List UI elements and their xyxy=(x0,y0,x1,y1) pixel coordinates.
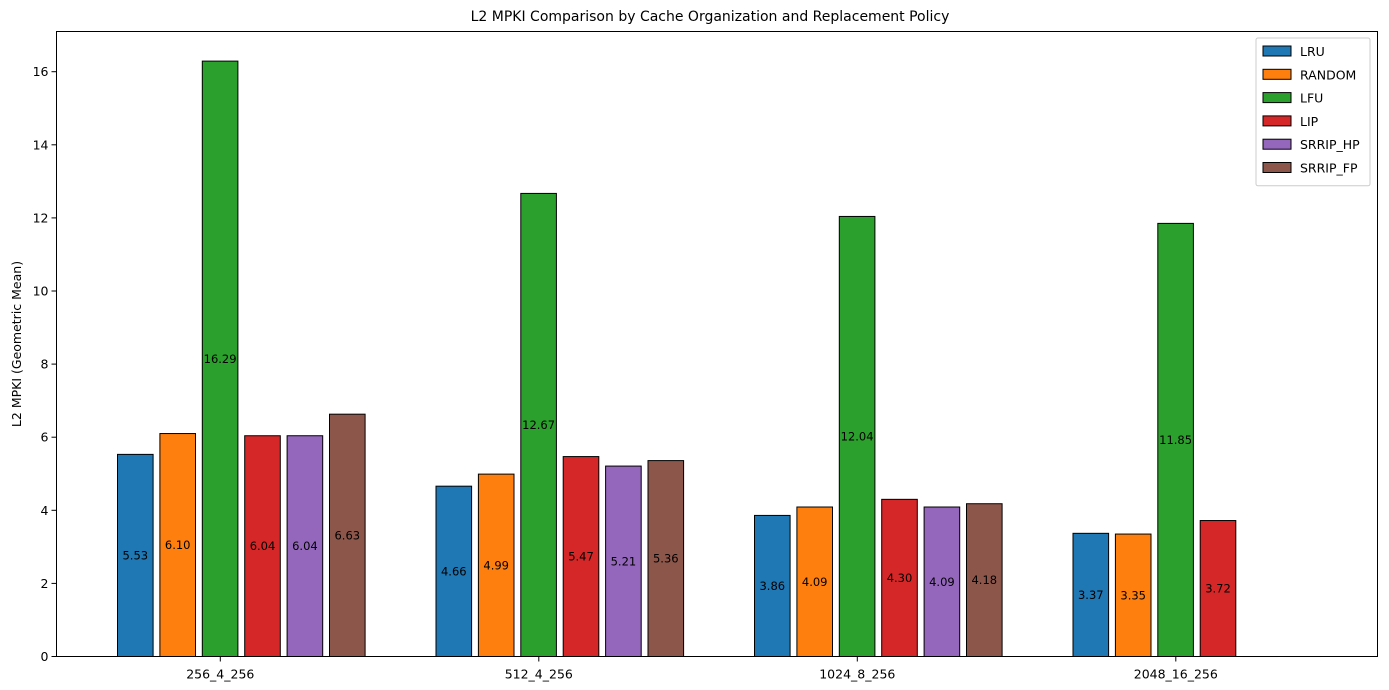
bar-value-label: 5.53 xyxy=(122,548,148,562)
y-tick-label: 0 xyxy=(41,649,49,664)
bar-value-label: 12.67 xyxy=(522,418,555,432)
bar-srrip-hp-256_4_256 xyxy=(286,435,324,658)
bar-value-label: 12.04 xyxy=(841,429,874,443)
bar-value-label: 5.36 xyxy=(653,552,679,566)
bar-lip-2048_16_256 xyxy=(1199,520,1237,657)
bar-srrip-fp-1024_8_256 xyxy=(966,503,1003,657)
chart-title: L2 MPKI Comparison by Cache Organization… xyxy=(471,9,950,25)
y-tick-label: 10 xyxy=(33,284,49,299)
y-tick-label: 8 xyxy=(41,357,49,372)
bar-lip-1024_8_256 xyxy=(881,498,918,657)
legend-swatch xyxy=(1262,45,1292,57)
x-tick-label: 512_4_256 xyxy=(505,667,573,682)
legend-entry-srrip-hp: SRRIP_HP xyxy=(1300,137,1360,152)
bar-value-label: 4.66 xyxy=(441,564,467,578)
bar-value-label: 3.72 xyxy=(1205,582,1231,596)
bar-value-label: 6.04 xyxy=(292,539,318,553)
bar-srrip-hp-512_4_256 xyxy=(605,465,642,657)
legend-swatch xyxy=(1262,68,1292,80)
bar-value-label: 4.09 xyxy=(929,575,955,589)
bar-lip-256_4_256 xyxy=(244,435,281,658)
bar-lfu-1024_8_256 xyxy=(838,215,876,657)
bar-lru-256_4_256 xyxy=(117,453,154,658)
legend-swatch xyxy=(1262,115,1292,127)
bar-value-label: 3.86 xyxy=(759,579,785,593)
bar-random-1024_8_256 xyxy=(796,506,834,657)
bar-value-label: 6.04 xyxy=(250,539,276,553)
bar-lru-512_4_256 xyxy=(435,485,473,658)
plot-frame xyxy=(56,31,1378,657)
y-tick-label: 16 xyxy=(33,64,49,79)
y-tick-label: 14 xyxy=(33,137,49,152)
bar-srrip-fp-256_4_256 xyxy=(329,413,366,657)
y-tick-label: 2 xyxy=(41,576,49,591)
bar-srrip-hp-1024_8_256 xyxy=(923,506,961,657)
legend-swatch xyxy=(1262,162,1292,173)
bar-lru-2048_16_256 xyxy=(1072,532,1110,658)
legend-swatch xyxy=(1262,92,1292,104)
bar-labels-group: 5.53 6.10 16.29 6.04 6.04 6.63 4.66 4.99 12.67 5.… xyxy=(122,352,1230,602)
bar-value-label: 4.99 xyxy=(483,558,509,572)
y-tick-label: 12 xyxy=(33,210,49,225)
legend-swatch xyxy=(1262,138,1292,150)
bar-srrip-fp-512_4_256 xyxy=(647,460,685,657)
y-tick-label: 4 xyxy=(41,503,49,518)
bar-value-label: 5.47 xyxy=(568,550,594,564)
y-axis-label: L2 MPKI (Geometric Mean) xyxy=(9,261,24,427)
y-tick-label: 6 xyxy=(41,430,49,445)
bars-group xyxy=(117,60,1322,658)
legend-entry-lfu: LFU xyxy=(1300,91,1323,106)
bar-value-label: 4.18 xyxy=(971,573,997,587)
legend-entry-lip: LIP xyxy=(1300,114,1319,129)
bar-value-label: 6.63 xyxy=(334,528,360,542)
bar-value-label: 3.35 xyxy=(1120,588,1146,602)
x-tick-label: 256_4_256 xyxy=(186,667,254,682)
bar-random-512_4_256 xyxy=(477,473,515,658)
bar-value-label: 4.09 xyxy=(802,575,828,589)
x-tick-label: 1024_8_256 xyxy=(819,667,895,682)
bar-lru-1024_8_256 xyxy=(754,514,791,658)
bar-value-label: 11.85 xyxy=(1159,433,1192,447)
bar-value-label: 3.37 xyxy=(1078,588,1104,602)
bar-value-label: 4.30 xyxy=(887,571,913,585)
bar-value-label: 6.10 xyxy=(165,538,191,552)
bar-value-label: 16.29 xyxy=(204,352,237,366)
legend: LRU RANDOM LFU LIP SRRIP_HP SRRIP_FP xyxy=(1255,37,1371,187)
bar-lfu-256_4_256 xyxy=(201,60,239,657)
bar-value-label: 5.21 xyxy=(611,554,637,568)
bar-random-256_4_256 xyxy=(159,433,196,657)
x-tick-label: 2048_16_256 xyxy=(1134,667,1218,682)
bar-random-2048_16_256 xyxy=(1114,533,1152,657)
bar-lip-512_4_256 xyxy=(562,456,600,657)
x-axis: 256_4_256 512_4_256 1024_8_256 2048_16_256 xyxy=(186,656,1218,682)
legend-entry-srrip-fp: SRRIP_FP xyxy=(1300,161,1358,176)
y-axis: 0 2 4 6 8 10 12 14 16 xyxy=(33,64,57,664)
legend-entry-random: RANDOM xyxy=(1300,67,1356,82)
bar-lfu-512_4_256 xyxy=(520,192,557,658)
legend-entry-lru: LRU xyxy=(1300,44,1325,59)
bar-lfu-2048_16_256 xyxy=(1157,222,1194,658)
